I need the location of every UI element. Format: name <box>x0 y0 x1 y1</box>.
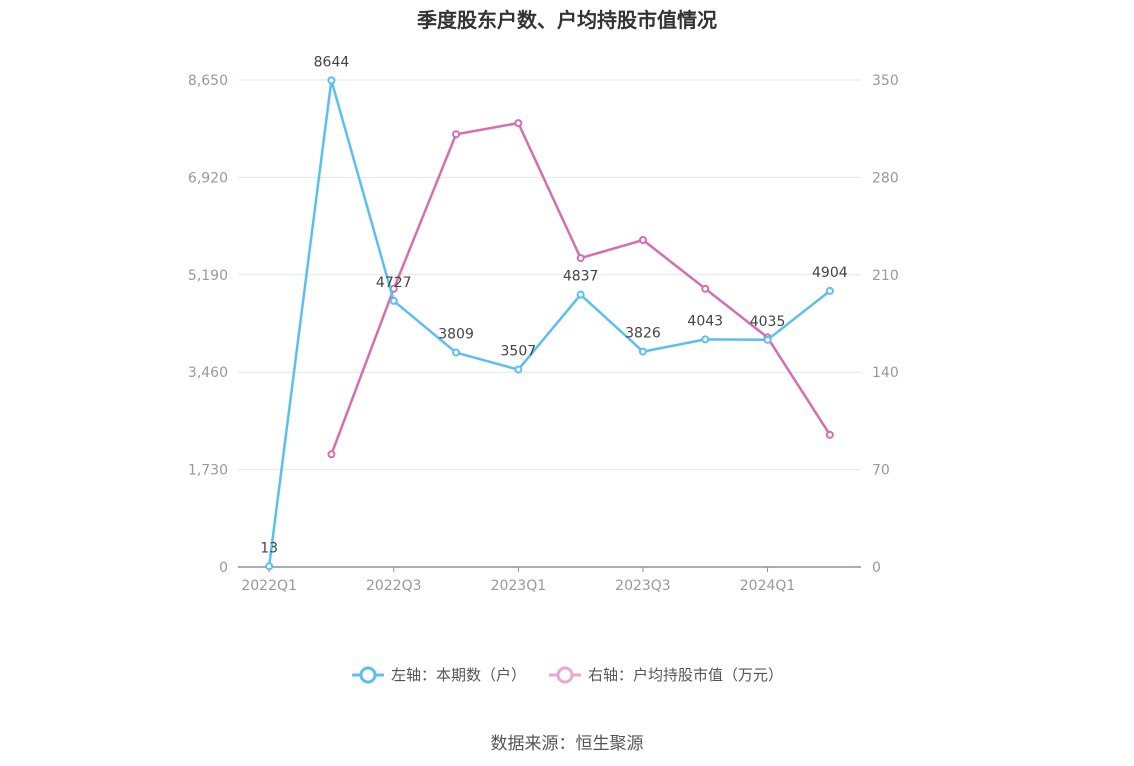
data-point-right <box>327 450 336 459</box>
left-axis-tick-label: 0 <box>219 560 228 576</box>
data-point-left <box>701 335 710 344</box>
grid-lines <box>238 79 861 471</box>
series-line-left <box>267 79 831 567</box>
data-point-left <box>452 348 461 357</box>
data-label: 8644 <box>314 54 350 70</box>
data-label: 3809 <box>438 327 474 343</box>
right-axis-tick-label: 280 <box>872 170 899 186</box>
left-axis-tick-label: 1,730 <box>188 463 228 479</box>
source-note: 数据来源：恒生聚源 <box>490 734 644 754</box>
legend-item-left-series[interactable]: 左轴：本期数（户） <box>351 664 526 685</box>
right-axis-tick-label: 350 <box>872 73 899 89</box>
data-labels: 13 8644 4727 3809 3507 4837 3826 4043 4035 4904 <box>260 54 848 556</box>
left-axis-tick-label: 8,650 <box>188 73 228 89</box>
data-label: 4904 <box>812 265 848 281</box>
legend-label-left-series: 左轴：本期数（户） <box>390 666 526 684</box>
right-axis-tick-label: 140 <box>872 365 899 381</box>
left-axis-tick-label: 6,920 <box>188 170 228 186</box>
left-axis-tick-label: 5,190 <box>188 268 228 284</box>
x-axis-tick-label: 2024Q1 <box>740 578 796 594</box>
x-axis-tick-label: 2022Q1 <box>241 578 297 594</box>
data-point-right <box>825 430 834 439</box>
data-label: 3826 <box>625 326 661 342</box>
axes: 0 0 1,730 70 3,460 140 5,190 210 6,920 280 8,650 35… <box>188 73 899 594</box>
data-label: 4043 <box>687 313 723 329</box>
data-point-left <box>576 290 585 299</box>
right-axis-tick-label: 210 <box>872 268 899 284</box>
data-point-right <box>576 254 585 263</box>
x-axis-tick-label: 2022Q3 <box>366 578 422 594</box>
legend-line-circle-icon <box>549 666 581 683</box>
data-point-right <box>638 236 647 245</box>
data-point-right <box>452 130 461 139</box>
data-label: 4035 <box>750 314 786 330</box>
legend-label-right-series: 右轴：户均持股市值（万元） <box>588 666 784 684</box>
data-point-left <box>763 335 772 344</box>
legend-line-circle-icon <box>351 666 384 683</box>
data-label: 4727 <box>376 275 412 291</box>
data-point-left <box>389 296 398 305</box>
right-axis-tick-label: 0 <box>872 560 881 576</box>
data-point-right <box>514 119 523 128</box>
x-axis-tick-label: 2023Q3 <box>615 578 671 594</box>
data-label: 4837 <box>563 269 599 285</box>
right-axis-tick-label: 70 <box>872 463 890 479</box>
data-label: 13 <box>260 540 278 556</box>
data-label: 3507 <box>501 344 537 360</box>
legend: 左轴：本期数（户） 右轴：户均持股市值（万元） <box>0 664 1134 685</box>
legend-item-right-series[interactable]: 右轴：户均持股市值（万元） <box>548 664 783 685</box>
data-point-left <box>327 76 336 85</box>
data-point-left <box>514 365 523 374</box>
chart-title: 季度股东户数、户均持股市值情况 <box>417 8 717 32</box>
data-point-left <box>265 562 274 571</box>
series-lines <box>265 76 834 571</box>
data-point-left <box>638 347 647 356</box>
x-axis-tick-label: 2023Q1 <box>491 578 547 594</box>
data-point-left <box>825 286 834 295</box>
left-axis-tick-label: 3,460 <box>188 365 228 381</box>
data-point-right <box>701 284 710 293</box>
